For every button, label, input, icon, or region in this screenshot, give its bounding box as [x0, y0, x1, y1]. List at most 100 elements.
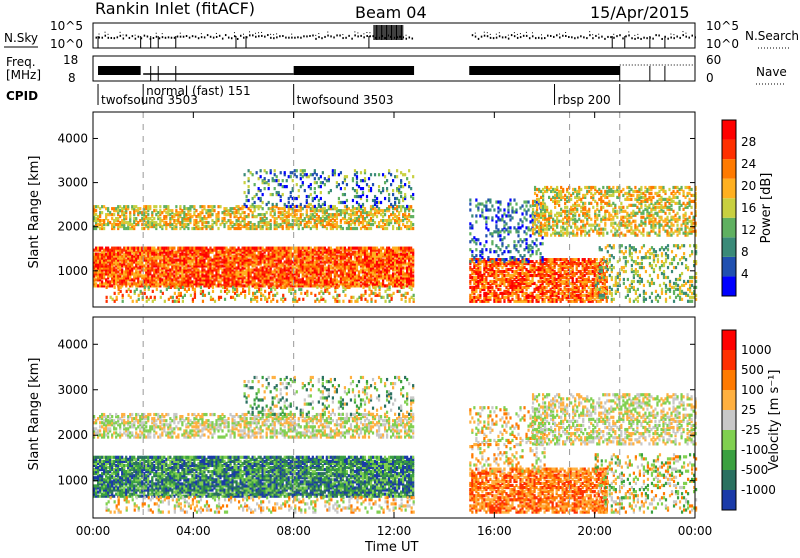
- heatmap-cell: [237, 270, 239, 273]
- heatmap-cell: [368, 189, 370, 192]
- heatmap-cell: [401, 286, 403, 289]
- heatmap-cell: [388, 294, 390, 297]
- heatmap-cell: [292, 288, 294, 291]
- heatmap-cell: [368, 276, 370, 279]
- heatmap-cell: [197, 268, 199, 271]
- heatmap-cell: [187, 268, 189, 271]
- heatmap-cell: [372, 292, 374, 295]
- noise-sky-point: [315, 38, 317, 40]
- heatmap-cell: [122, 294, 124, 297]
- noise-sky-point: [138, 36, 140, 38]
- heatmap-cell: [334, 213, 336, 216]
- heatmap-cell: [282, 225, 284, 228]
- heatmap-cell: [157, 223, 159, 226]
- heatmap-cell: [171, 223, 173, 226]
- heatmap-cell: [344, 201, 346, 204]
- heatmap-cell: [346, 286, 348, 289]
- heatmap-cell: [396, 205, 398, 208]
- heatmap-cell: [322, 171, 324, 174]
- heatmap-cell: [376, 225, 378, 228]
- heatmap-cell: [105, 207, 107, 210]
- heatmap-cell: [121, 207, 123, 210]
- heatmap-cell: [310, 203, 312, 206]
- heatmap-cell: [352, 260, 354, 263]
- heatmap-cell: [248, 247, 250, 250]
- heatmap-cell: [117, 223, 119, 226]
- heatmap-cell: [489, 290, 491, 293]
- heatmap-cell: [109, 211, 111, 214]
- heatmap-cell: [390, 173, 392, 176]
- heatmap-cell: [268, 286, 270, 289]
- noise-sky-point: [550, 35, 552, 37]
- heatmap-cell: [412, 274, 414, 277]
- heatmap-cell: [169, 209, 171, 212]
- heatmap-cell: [133, 266, 135, 269]
- heatmap-cell: [125, 227, 127, 230]
- noise-search-point: [255, 33, 256, 34]
- heatmap-cell: [163, 215, 165, 218]
- noise-sky-point: [553, 36, 555, 38]
- heatmap-cell: [360, 221, 362, 224]
- heatmap-cell: [262, 201, 264, 204]
- heatmap-cell: [252, 292, 254, 295]
- noise-sky-point: [523, 35, 525, 37]
- heatmap-cell: [145, 256, 147, 259]
- heatmap-cell: [332, 296, 334, 299]
- heatmap-cell: [312, 284, 314, 287]
- heatmap-cell: [191, 270, 193, 273]
- heatmap-cell: [272, 276, 274, 279]
- heatmap-cell: [182, 286, 184, 289]
- heatmap-cell: [177, 262, 179, 265]
- heatmap-cell: [330, 247, 332, 250]
- noise-sky-point: [517, 37, 519, 39]
- heatmap-cell: [346, 258, 348, 261]
- heatmap-cell: [135, 247, 137, 250]
- heatmap-cell: [270, 276, 272, 279]
- heatmap-cell: [350, 247, 352, 250]
- heatmap-cell: [105, 253, 107, 256]
- heatmap-cell: [330, 213, 332, 216]
- heatmap-cell: [332, 278, 334, 281]
- heatmap-cell: [372, 223, 374, 226]
- heatmap-cell: [406, 177, 408, 180]
- noise-sky-point: [538, 37, 540, 39]
- heatmap-cell: [97, 223, 99, 226]
- heatmap-cell: [328, 175, 330, 178]
- heatmap-cell: [487, 296, 489, 299]
- heatmap-cell: [497, 258, 499, 261]
- heatmap-cell: [266, 247, 268, 250]
- heatmap-cell: [314, 197, 316, 200]
- heatmap-cell: [386, 247, 388, 250]
- heatmap-cell: [232, 286, 234, 289]
- noise-search-point: [99, 34, 100, 35]
- heatmap-cell: [197, 282, 199, 285]
- heatmap-cell: [352, 219, 354, 222]
- heatmap-cell: [344, 294, 346, 297]
- heatmap-cell: [362, 286, 364, 289]
- heatmap-cell: [382, 225, 384, 228]
- heatmap-cell: [221, 247, 223, 250]
- heatmap-cell: [378, 221, 380, 224]
- heatmap-cell: [356, 207, 358, 210]
- heatmap-cell: [312, 249, 314, 252]
- heatmap-cell: [284, 185, 286, 188]
- heatmap-cell: [145, 266, 147, 269]
- heatmap-cell: [169, 256, 171, 259]
- heatmap-cell: [262, 247, 264, 250]
- heatmap-cell: [205, 209, 207, 212]
- heatmap-cell: [354, 207, 356, 210]
- heatmap-cell: [380, 209, 382, 212]
- heatmap-cell: [396, 247, 398, 250]
- heatmap-cell: [260, 266, 262, 269]
- heatmap-cell: [286, 205, 288, 208]
- heatmap-cell: [403, 286, 405, 289]
- heatmap-cell: [113, 266, 115, 269]
- noise-search-point: [123, 34, 124, 35]
- noise-sky-point: [694, 36, 696, 38]
- noise-sky-point: [123, 37, 125, 39]
- heatmap-cell: [181, 268, 183, 271]
- heatmap-cell: [103, 272, 105, 275]
- heatmap-cell: [501, 292, 503, 295]
- heatmap-cell: [298, 195, 300, 198]
